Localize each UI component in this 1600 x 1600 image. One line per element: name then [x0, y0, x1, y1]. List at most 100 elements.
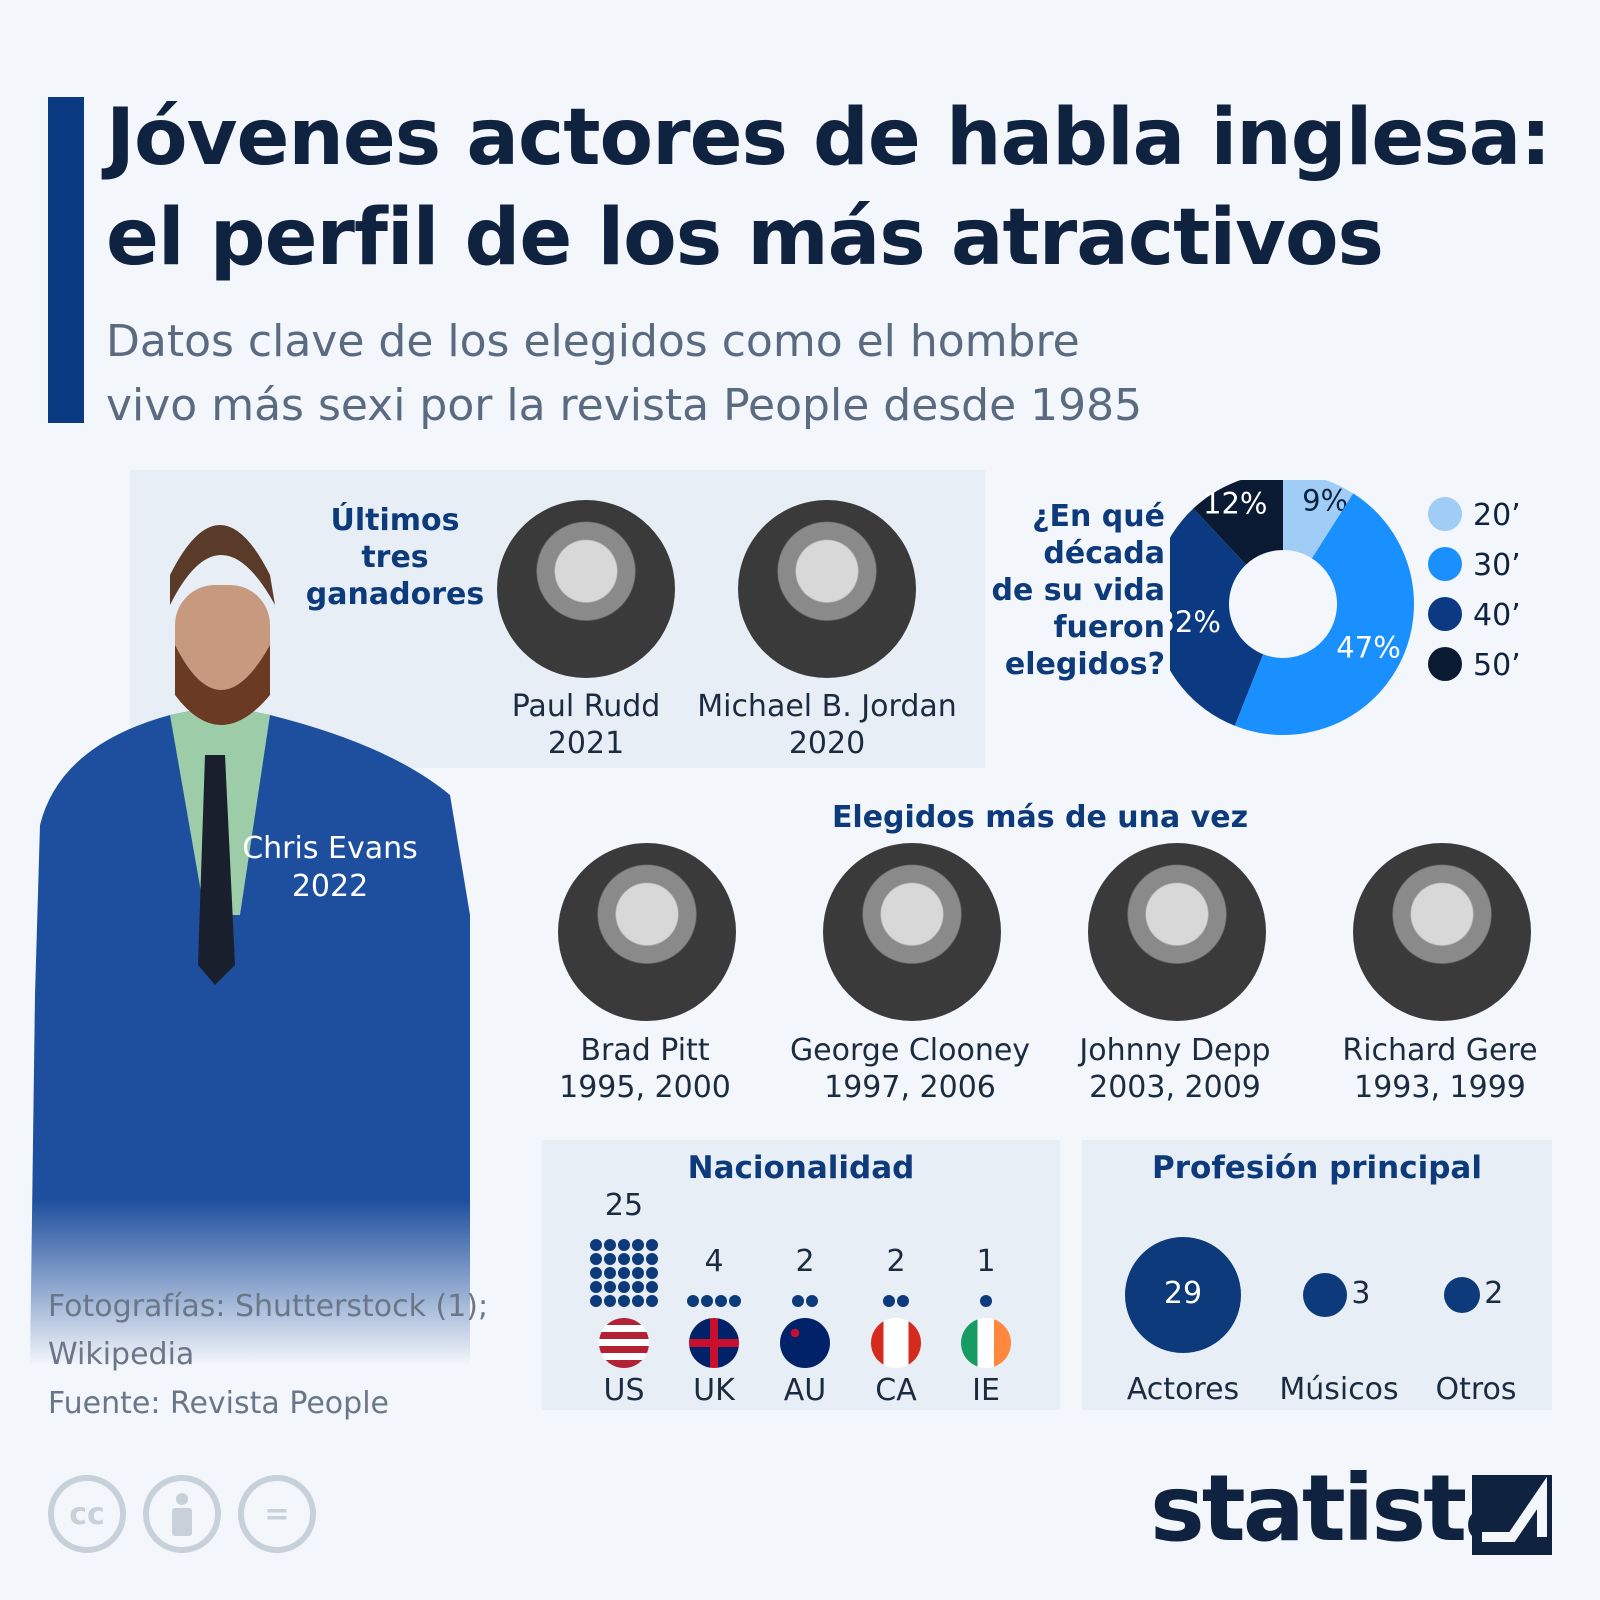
- featured-name: Chris Evans: [242, 831, 418, 866]
- dot: [590, 1267, 602, 1279]
- michael-b-jordan-photo: [738, 500, 916, 678]
- winner-name: Richard Gere: [1342, 1033, 1538, 1068]
- dot: [590, 1281, 602, 1293]
- profession-label: Actores: [1126, 1372, 1240, 1407]
- featured-year: 2022: [291, 869, 369, 904]
- nationality-dots: [686, 1294, 742, 1308]
- winner-name: Paul Rudd: [511, 689, 661, 724]
- dot: [590, 1239, 602, 1251]
- donut-label: 9%: [1302, 483, 1348, 517]
- dot: [806, 1295, 818, 1307]
- profession-value: 2: [1484, 1276, 1504, 1311]
- last-winners-heading: Últimos tres ganadores: [305, 503, 485, 612]
- winner-photo: [1088, 843, 1266, 1021]
- dot: [729, 1295, 741, 1307]
- nationality-label: CA: [875, 1373, 917, 1408]
- cc-icon[interactable]: cc: [48, 1475, 126, 1553]
- accent-bar: [48, 97, 84, 423]
- dot: [632, 1295, 644, 1307]
- donut-slice-0: [1283, 480, 1354, 559]
- dot: [604, 1295, 616, 1307]
- dot: [632, 1267, 644, 1279]
- dot: [632, 1253, 644, 1265]
- legend-swatch: [1428, 497, 1462, 531]
- nationality-count: 25: [604, 1188, 644, 1223]
- chris-evans-photo: [30, 525, 470, 1365]
- dot: [980, 1295, 992, 1307]
- winner-name: Johnny Depp: [1079, 1033, 1271, 1068]
- flag-ca-icon: [871, 1318, 921, 1368]
- winner-photo: [1353, 843, 1531, 1021]
- profession-bubble: [1302, 1272, 1348, 1318]
- legend-swatch: [1428, 597, 1462, 631]
- dot: [604, 1253, 616, 1265]
- winner-name: Michael B. Jordan: [697, 689, 957, 724]
- profession-label: Otros: [1435, 1372, 1517, 1407]
- nationality-label: AU: [783, 1373, 827, 1408]
- dot: [604, 1239, 616, 1251]
- winner-years: 1995, 2000: [559, 1070, 731, 1105]
- profession-bubble: [1443, 1276, 1481, 1314]
- dot: [618, 1267, 630, 1279]
- nationality-dots: [589, 1238, 659, 1308]
- no-derivatives-icon[interactable]: =: [238, 1475, 316, 1553]
- decade-donut-chart: 9% 47% 32% 12% 20’ 30’ 40’ 50’: [1170, 480, 1521, 735]
- winner-years: 2003, 2009: [1089, 1070, 1261, 1105]
- flag-ie-icon: [961, 1318, 1011, 1368]
- winner-year: 2020: [788, 726, 866, 761]
- dot: [618, 1295, 630, 1307]
- nationality-label: UK: [693, 1373, 735, 1408]
- nationality-dots: [791, 1294, 819, 1308]
- nationality-label: IE: [972, 1373, 1000, 1408]
- dot: [646, 1253, 658, 1265]
- dot: [632, 1239, 644, 1251]
- attribution-icon[interactable]: [143, 1475, 221, 1553]
- source: Fuente: Revista People: [48, 1386, 389, 1421]
- photo-credits: Fotografías: Shutterstock (1); Wikipedia: [48, 1289, 489, 1372]
- dot: [646, 1281, 658, 1293]
- dot: [618, 1281, 630, 1293]
- nationality-count: 4: [704, 1244, 724, 1279]
- donut-slice-3: [1193, 480, 1283, 565]
- dot: [701, 1295, 713, 1307]
- legend-label: 40’: [1473, 598, 1521, 633]
- dot: [883, 1295, 895, 1307]
- donut-slice-2: [1170, 508, 1264, 726]
- nationality-count: 2: [795, 1244, 815, 1279]
- winner-photo: [558, 843, 736, 1021]
- winner-photo: [823, 843, 1001, 1021]
- nationality-count: 2: [886, 1244, 906, 1279]
- donut-label: 12%: [1203, 487, 1267, 521]
- winner-years: 1993, 1999: [1354, 1070, 1526, 1105]
- dot: [618, 1253, 630, 1265]
- profession-title: Profesión principal: [1152, 1150, 1482, 1186]
- page-title: Jóvenes actores de habla inglesa: el perf…: [106, 93, 1551, 283]
- dot: [715, 1295, 727, 1307]
- dot: [632, 1281, 644, 1293]
- donut-title: ¿En qué década de su vida fueron elegidos?: [991, 499, 1165, 682]
- subtitle: Datos clave de los elegidos como el homb…: [106, 316, 1143, 431]
- dot: [604, 1281, 616, 1293]
- dot: [792, 1295, 804, 1307]
- dot: [590, 1253, 602, 1265]
- profession-bubble: [1125, 1237, 1241, 1353]
- nationality-title: Nacionalidad: [687, 1150, 915, 1186]
- winner-years: 1997, 2006: [824, 1070, 996, 1105]
- legend-label: 50’: [1473, 648, 1521, 683]
- legend-label: 30’: [1473, 548, 1521, 583]
- paul-rudd-photo: [497, 500, 675, 678]
- dot: [687, 1295, 699, 1307]
- dot: [590, 1295, 602, 1307]
- nationality-dots: [882, 1294, 910, 1308]
- nationality-count: 1: [976, 1244, 996, 1279]
- donut-label: 32%: [1170, 605, 1221, 639]
- statista-logo-icon: [1472, 1475, 1552, 1555]
- statista-logo: statista: [1150, 1455, 1526, 1562]
- dot: [604, 1267, 616, 1279]
- legend-swatch: [1428, 647, 1462, 681]
- dot: [897, 1295, 909, 1307]
- repeat-heading: Elegidos más de una vez: [831, 800, 1249, 835]
- nationality-label: US: [603, 1373, 645, 1408]
- winner-name: George Clooney: [789, 1033, 1031, 1068]
- dot: [618, 1239, 630, 1251]
